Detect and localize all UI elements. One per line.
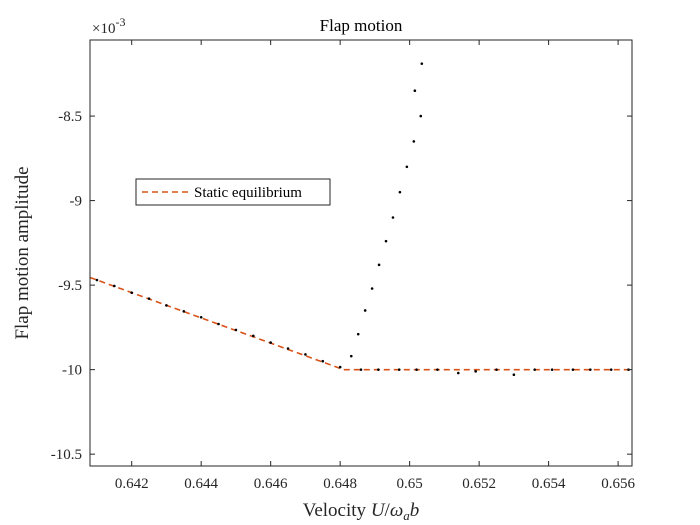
x-axis-title-omega: ω — [390, 500, 403, 521]
x-axis-title-prefix: Velocity — [303, 500, 371, 521]
data-point — [377, 368, 380, 371]
data-point — [474, 370, 477, 373]
data-point — [436, 368, 439, 371]
data-point — [370, 287, 374, 290]
data-point — [398, 190, 402, 194]
x-axis-title: Velocity U/ωab — [303, 500, 420, 523]
data-point — [405, 165, 409, 169]
x-tick-label: 0.656 — [601, 476, 635, 492]
y-tick-label: -8.5 — [58, 109, 82, 125]
y-exponent-power: -3 — [115, 15, 125, 29]
x-tick-label: 0.644 — [184, 476, 218, 492]
data-point — [512, 373, 516, 377]
data-point — [349, 354, 353, 358]
data-point — [384, 239, 388, 243]
data-point — [413, 89, 417, 93]
ticks-layer: 0.642 0.644 0.646 0.648 0.65 0.652 0.654 0.656 -… — [51, 40, 635, 492]
data-point — [420, 62, 424, 65]
y-exponent-base: ×10 — [92, 21, 115, 37]
data-point — [304, 353, 307, 356]
y-tick-label: -10 — [62, 363, 82, 379]
series-layer — [89, 62, 632, 377]
y-exponent-label: ×10-3 — [92, 15, 125, 37]
data-point — [147, 297, 151, 300]
data-point — [165, 304, 168, 307]
x-tick-label: 0.648 — [323, 476, 357, 492]
data-point — [550, 368, 554, 371]
y-axis-title: Flap motion amplitude — [12, 166, 33, 339]
data-point — [533, 368, 537, 371]
x-tick-label: 0.642 — [115, 476, 149, 492]
x-tick-label: 0.654 — [532, 476, 566, 492]
x-axis-title-slash: / — [385, 500, 391, 521]
data-point — [415, 368, 418, 371]
legend-box — [135, 178, 331, 206]
x-axis-title-u: U — [371, 500, 386, 521]
x-axis-title-b: b — [410, 500, 420, 521]
x-tick-label: 0.652 — [462, 476, 496, 492]
legend-label: Static equilibrium — [194, 185, 302, 201]
data-point — [397, 368, 401, 371]
data-point — [589, 368, 592, 371]
data-point — [363, 309, 367, 312]
data-point — [321, 359, 325, 363]
data-point — [199, 315, 203, 319]
data-point — [495, 368, 498, 371]
data-point — [377, 263, 381, 267]
data-point — [286, 347, 290, 350]
data-point — [571, 368, 575, 371]
plot-area — [90, 40, 632, 466]
legend: Static equilibrium — [135, 178, 331, 206]
data-point — [182, 310, 186, 313]
data-point — [456, 371, 460, 375]
data-point — [412, 140, 416, 143]
x-tick-label: 0.646 — [254, 476, 288, 492]
data-point — [419, 114, 423, 118]
y-tick-label: -9.5 — [58, 278, 82, 294]
data-point — [130, 291, 133, 295]
data-point — [217, 322, 220, 326]
x-axis-title-subscript: a — [403, 508, 410, 523]
chart-title: Flap motion — [320, 16, 403, 35]
y-tick-label: -10.5 — [51, 447, 82, 463]
data-point — [251, 334, 255, 338]
data-point — [356, 332, 360, 336]
axes-box — [89, 39, 633, 467]
data-point — [391, 216, 395, 219]
data-point — [338, 365, 342, 369]
data-point — [609, 368, 613, 371]
data-point — [234, 328, 238, 332]
y-tick-label: -9 — [70, 194, 83, 210]
data-point — [269, 341, 272, 344]
data-point — [359, 368, 363, 371]
data-point — [113, 284, 116, 288]
data-point — [95, 278, 99, 282]
x-tick-label: 0.65 — [397, 476, 423, 492]
